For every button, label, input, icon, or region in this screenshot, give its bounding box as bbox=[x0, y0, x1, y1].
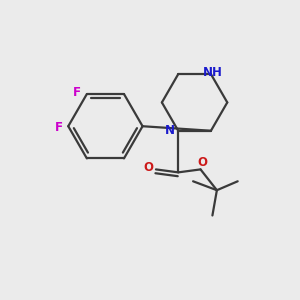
Text: N: N bbox=[165, 124, 175, 137]
Text: O: O bbox=[197, 156, 207, 170]
Text: NH: NH bbox=[202, 66, 222, 79]
Text: F: F bbox=[73, 86, 81, 99]
Text: F: F bbox=[55, 121, 63, 134]
Text: O: O bbox=[143, 161, 154, 174]
